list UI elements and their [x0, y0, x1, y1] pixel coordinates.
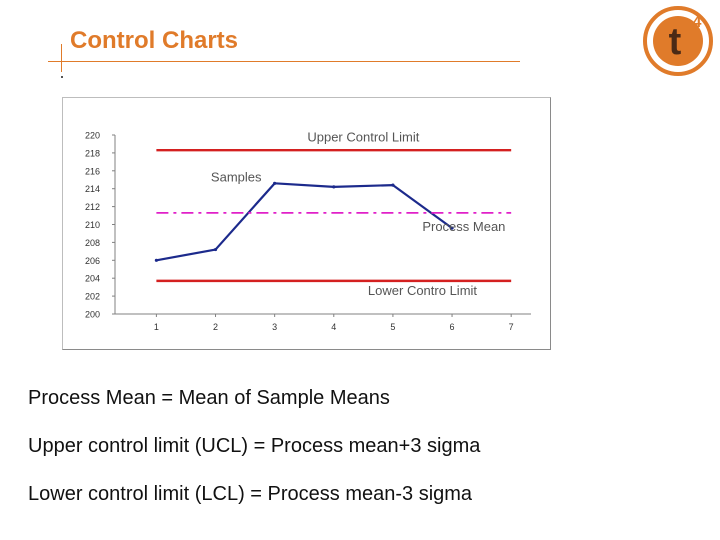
note-process-mean: Process Mean = Mean of Sample Means	[28, 387, 390, 409]
control-chart: 200 202 204 206 208 210 212 214 216 218 220 1 2 3 4 5 6…	[62, 97, 551, 350]
x-axis: 1 2 3 4 5 6 7	[115, 313, 531, 332]
y-tick-label: 200	[85, 310, 100, 320]
x-tick-label: 5	[390, 322, 395, 332]
annotation-label: Samples	[211, 170, 262, 185]
annotations: Upper Control Limit Samples Process Mean Lo…	[211, 129, 505, 298]
x-tick-label: 3	[272, 322, 277, 332]
title-underline	[48, 61, 520, 62]
y-tick-label: 204	[85, 274, 100, 284]
sample-point	[273, 181, 277, 185]
t4-logo: t 4	[643, 6, 713, 76]
y-axis: 200 202 204 206 208 210 212 214 216 218 220	[85, 131, 116, 320]
y-tick-label: 214	[85, 184, 100, 194]
sample-point	[332, 185, 336, 189]
annotation-label: Process Mean	[422, 219, 505, 234]
logo-disc	[653, 16, 703, 66]
logo-letter: t	[669, 21, 682, 63]
y-tick-label: 212	[85, 202, 100, 212]
y-tick-label: 218	[85, 148, 100, 158]
y-tick-label: 208	[85, 238, 100, 248]
series	[154, 149, 512, 283]
slide-title: Control Charts	[70, 27, 238, 54]
y-tick-label: 206	[85, 256, 100, 266]
y-tick-label: 202	[85, 292, 100, 302]
x-tick-label: 2	[213, 322, 218, 332]
sample-point	[450, 226, 454, 230]
annotation-label: Upper Control Limit	[307, 129, 419, 144]
sample-point	[154, 258, 158, 262]
annotation-label: Lower Contro Limit	[368, 283, 477, 298]
sample-point	[391, 183, 395, 187]
y-tick-label: 220	[85, 131, 100, 141]
title-accent-dot	[61, 76, 63, 78]
y-tick-label: 210	[85, 220, 100, 230]
samples-line	[156, 182, 453, 262]
note-ucl: Upper control limit (UCL) = Process mean…	[28, 435, 481, 457]
x-tick-label: 7	[509, 322, 514, 332]
x-tick-label: 4	[331, 322, 336, 332]
sample-point	[213, 247, 218, 252]
title-accent-vertical	[61, 44, 62, 72]
y-tick-label: 216	[85, 166, 100, 176]
control-chart-plot: 200 202 204 206 208 210 212 214 216 218 220 1 2 3 4 5 6…	[85, 129, 531, 332]
x-tick-label: 6	[450, 322, 455, 332]
logo-superscript: 4	[693, 14, 702, 31]
x-tick-label: 1	[154, 322, 159, 332]
note-lcl: Lower control limit (LCL) = Process mean…	[28, 483, 473, 505]
notes: Process Mean = Mean of Sample Means Uppe…	[28, 386, 668, 530]
